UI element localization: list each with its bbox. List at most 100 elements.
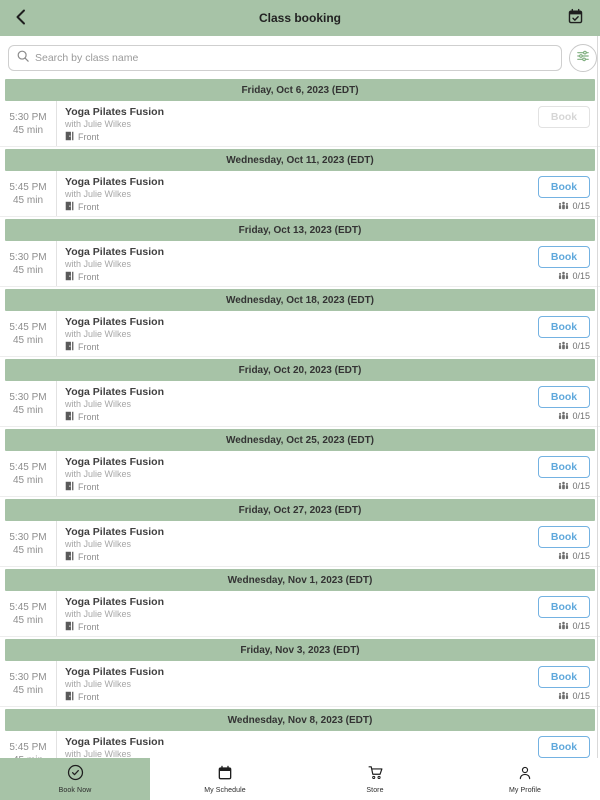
action-column: Book: [530, 101, 600, 146]
book-button[interactable]: Book: [538, 105, 590, 128]
people-icon: [558, 691, 569, 702]
date-header: Friday, Oct 13, 2023 (EDT): [5, 219, 595, 241]
capacity-count: 0/15: [572, 201, 590, 211]
people-icon: [558, 201, 569, 212]
class-duration: 45 min: [12, 264, 43, 276]
date-header: Friday, Oct 27, 2023 (EDT): [5, 499, 595, 521]
schedule-section: Friday, Oct 27, 2023 (EDT) 5:30 PM 45 mi…: [0, 499, 600, 569]
check-circle-icon: [67, 764, 84, 784]
class-duration: 45 min: [12, 614, 43, 626]
schedule-section: Wednesday, Oct 11, 2023 (EDT) 5:45 PM 45…: [0, 149, 600, 219]
door-icon: [65, 621, 74, 634]
date-header: Wednesday, Oct 18, 2023 (EDT): [5, 289, 595, 311]
class-info: Yoga Pilates Fusion with Julie Wilkes Fr…: [57, 661, 530, 706]
class-info: Yoga Pilates Fusion with Julie Wilkes Fr…: [57, 381, 530, 426]
book-button[interactable]: Book: [538, 595, 590, 618]
class-duration: 45 min: [12, 684, 43, 696]
class-info: Yoga Pilates Fusion with Julie Wilkes Fr…: [57, 171, 530, 216]
room-name: Front: [78, 272, 100, 282]
filter-button[interactable]: [569, 43, 597, 72]
time-column: 5:30 PM 45 min: [0, 381, 57, 426]
room-name: Front: [78, 132, 100, 142]
scrollbar[interactable]: [597, 36, 598, 758]
time-column: 5:45 PM 45 min: [0, 171, 57, 216]
class-duration: 45 min: [12, 404, 43, 416]
class-name: Yoga Pilates Fusion: [65, 106, 164, 118]
book-button[interactable]: Book: [538, 245, 590, 268]
book-button[interactable]: Book: [538, 455, 590, 478]
room-name: Front: [78, 202, 100, 212]
instructor-name: with Julie Wilkes: [65, 259, 132, 269]
class-name: Yoga Pilates Fusion: [65, 316, 164, 328]
action-column: Book 0/15: [530, 241, 600, 286]
door-icon: [65, 201, 74, 214]
class-duration: 45 min: [12, 544, 43, 556]
nav-store[interactable]: Store: [300, 758, 450, 800]
search-input[interactable]: [35, 51, 553, 64]
book-button[interactable]: Book: [538, 175, 590, 198]
nav-book-now[interactable]: Book Now: [0, 758, 150, 800]
action-column: Book 0/15: [530, 171, 600, 216]
class-duration: 45 min: [12, 124, 43, 136]
room-line: Front: [65, 551, 530, 564]
book-button[interactable]: Book: [538, 735, 590, 758]
class-row: 5:30 PM 45 min Yoga Pilates Fusion with …: [0, 521, 600, 567]
date-header: Friday, Nov 3, 2023 (EDT): [5, 639, 595, 661]
book-button[interactable]: Book: [538, 385, 590, 408]
capacity: 0/15: [558, 621, 590, 632]
class-time: 5:30 PM: [9, 251, 47, 263]
app-header: Class booking: [0, 0, 600, 36]
class-name: Yoga Pilates Fusion: [65, 176, 164, 188]
calendar-filter-button[interactable]: [560, 0, 590, 36]
date-header: Friday, Oct 6, 2023 (EDT): [5, 79, 595, 101]
time-column: 5:45 PM 45 min: [0, 451, 57, 496]
nav-my-schedule[interactable]: My Schedule: [150, 758, 300, 800]
book-button[interactable]: Book: [538, 525, 590, 548]
time-column: 5:30 PM 45 min: [0, 101, 57, 146]
people-icon: [558, 551, 569, 562]
room-name: Front: [78, 342, 100, 352]
class-info: Yoga Pilates Fusion with Julie Wilkes Fr…: [57, 451, 530, 496]
capacity-count: 0/15: [572, 411, 590, 421]
bottom-nav: Book Now My Schedule Store: [0, 758, 600, 800]
instructor-name: with Julie Wilkes: [65, 119, 132, 129]
page-title: Class booking: [258, 11, 341, 25]
room-name: Front: [78, 482, 100, 492]
instructor-name: with Julie Wilkes: [65, 609, 132, 619]
schedule-section: Friday, Oct 13, 2023 (EDT) 5:30 PM 45 mi…: [0, 219, 600, 289]
class-time: 5:30 PM: [9, 671, 47, 683]
room-name: Front: [78, 692, 100, 702]
schedule-section: Friday, Nov 3, 2023 (EDT) 5:30 PM 45 min…: [0, 639, 600, 709]
class-info: Yoga Pilates Fusion with Julie Wilkes Fr…: [57, 311, 530, 356]
chevron-left-icon: [15, 9, 26, 28]
door-icon: [65, 481, 74, 494]
class-row: 5:30 PM 45 min Yoga Pilates Fusion with …: [0, 381, 600, 427]
search-box: [8, 44, 562, 71]
class-duration: 45 min: [12, 334, 43, 346]
schedule-section: Friday, Oct 6, 2023 (EDT) 5:30 PM 45 min…: [0, 79, 600, 149]
capacity-count: 0/15: [572, 341, 590, 351]
class-row: 5:30 PM 45 min Yoga Pilates Fusion with …: [0, 661, 600, 707]
book-button[interactable]: Book: [538, 315, 590, 338]
time-column: 5:30 PM 45 min: [0, 241, 57, 286]
time-column: 5:45 PM 45 min: [0, 311, 57, 356]
people-icon: [558, 621, 569, 632]
room-line: Front: [65, 131, 530, 144]
action-column: Book 0/15: [530, 521, 600, 566]
schedule-section: Friday, Oct 20, 2023 (EDT) 5:30 PM 45 mi…: [0, 359, 600, 429]
class-row: 5:30 PM 45 min Yoga Pilates Fusion with …: [0, 241, 600, 287]
door-icon: [65, 411, 74, 424]
class-info: Yoga Pilates Fusion with Julie Wilkes Fr…: [57, 521, 530, 566]
door-icon: [65, 551, 74, 564]
class-duration: 45 min: [12, 194, 43, 206]
book-button[interactable]: Book: [538, 665, 590, 688]
time-column: 5:45 PM 45 min: [0, 591, 57, 636]
capacity: 0/15: [558, 411, 590, 422]
time-column: 5:30 PM 45 min: [0, 661, 57, 706]
back-button[interactable]: [0, 0, 40, 36]
people-icon: [558, 481, 569, 492]
action-column: Book 0/15: [530, 311, 600, 356]
class-row: 5:30 PM 45 min Yoga Pilates Fusion with …: [0, 101, 600, 147]
nav-my-profile[interactable]: My Profile: [450, 758, 600, 800]
class-row: 5:45 PM 45 min Yoga Pilates Fusion with …: [0, 451, 600, 497]
